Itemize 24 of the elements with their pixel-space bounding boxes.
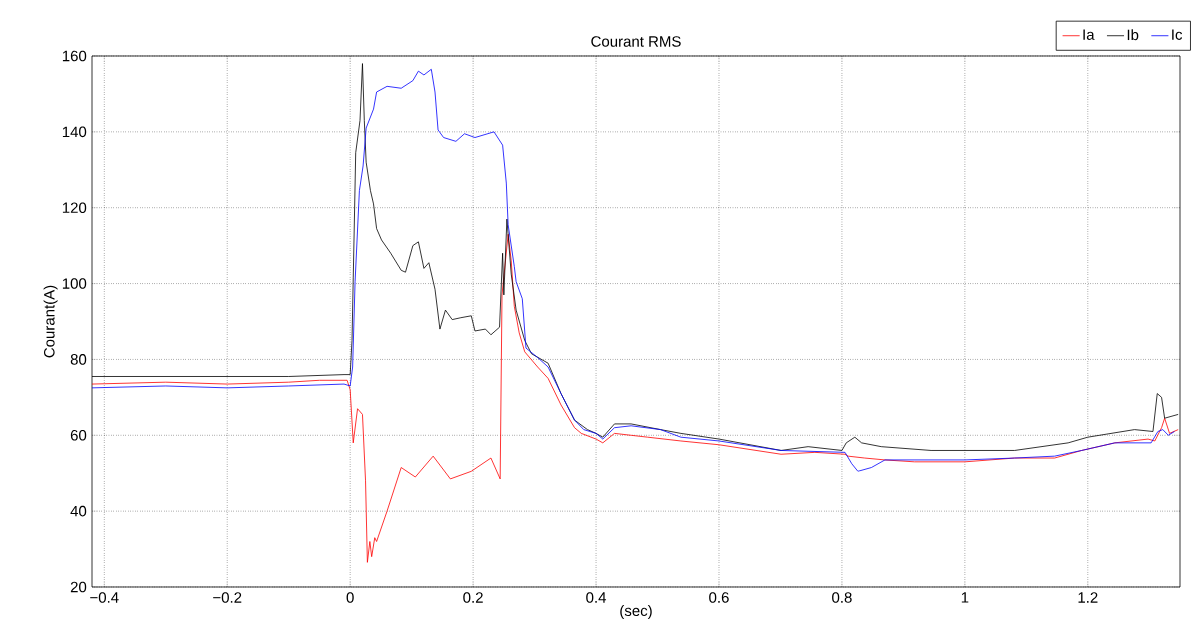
x-tick-label: 0.6 bbox=[709, 592, 729, 603]
legend-label: Ib bbox=[1127, 29, 1139, 41]
x-tick-label: 1.2 bbox=[1078, 592, 1098, 603]
legend-label: Ic bbox=[1172, 29, 1183, 40]
x-tick-label: 0.8 bbox=[832, 592, 852, 603]
x-tick-label: 0 bbox=[346, 592, 354, 603]
legend-label: Ia bbox=[1083, 29, 1095, 40]
y-tick-label: 80 bbox=[70, 354, 87, 365]
chart-title: Courant RMS bbox=[591, 36, 681, 47]
y-tick-label: 60 bbox=[70, 429, 87, 441]
y-axis-title: Courant(A) bbox=[43, 285, 58, 358]
x-tick-label: 1 bbox=[961, 592, 969, 603]
y-tick-label: 140 bbox=[62, 126, 87, 138]
x-tick-label: −0.2 bbox=[213, 592, 242, 603]
y-tick-label: 100 bbox=[62, 278, 87, 289]
x-tick-label: 0.2 bbox=[463, 592, 483, 603]
x-axis-title: (sec) bbox=[620, 605, 652, 619]
y-tick-label: 20 bbox=[70, 581, 87, 593]
y-tick-label: 40 bbox=[70, 505, 87, 517]
x-tick-label: 0.4 bbox=[586, 592, 607, 603]
y-tick-label: 160 bbox=[62, 50, 87, 62]
x-tick-label: −0.4 bbox=[90, 592, 119, 603]
y-tick-label: 120 bbox=[62, 202, 87, 214]
line-series bbox=[92, 233, 1179, 563]
